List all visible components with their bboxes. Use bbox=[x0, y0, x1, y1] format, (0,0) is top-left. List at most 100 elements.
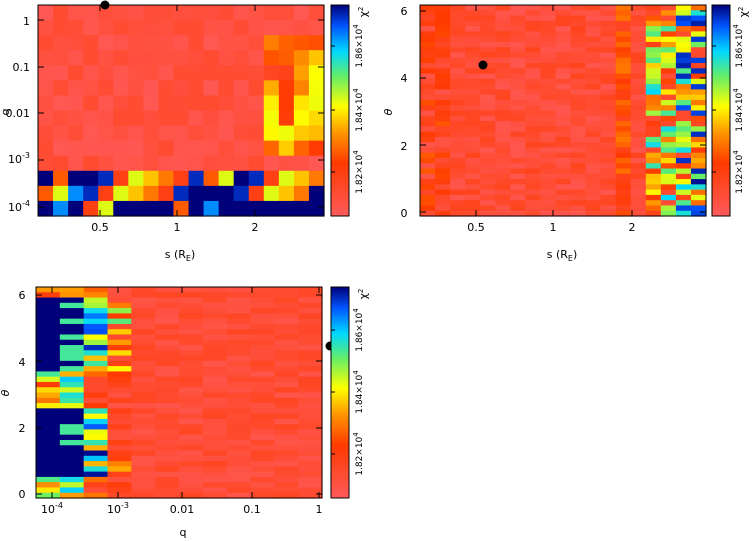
p2-heatmap-cell bbox=[465, 121, 481, 127]
p3-heatmap-cell bbox=[107, 424, 132, 431]
p3-heatmap-cell bbox=[274, 408, 299, 415]
p2-heatmap-cell bbox=[495, 31, 511, 38]
p2-heatmap-cell bbox=[690, 41, 707, 48]
p1-heatmap-cell bbox=[113, 50, 129, 66]
p1-heatmap-cell bbox=[233, 170, 250, 187]
p3-heatmap-cell bbox=[155, 318, 180, 325]
p2-heatmap-cell bbox=[495, 168, 511, 175]
p1-heatmap-cell bbox=[188, 65, 205, 81]
p3-heatmap-cell bbox=[202, 371, 228, 378]
p2-heatmap-cell bbox=[540, 41, 557, 48]
p1-colorbar-label: χ2 bbox=[357, 7, 370, 18]
p2-heatmap-cell bbox=[465, 115, 481, 122]
p2-heatmap-cell bbox=[540, 84, 557, 91]
p3-heatmap-cell bbox=[202, 397, 228, 404]
p2-heatmap-cell bbox=[555, 136, 572, 143]
p2-heatmap-cell bbox=[495, 41, 511, 48]
p2-heatmap-cell bbox=[495, 110, 511, 117]
p2-heatmap-cell bbox=[555, 68, 572, 75]
p1-y-tick-label: 10-3 bbox=[8, 151, 30, 166]
p2-heatmap-cell bbox=[690, 131, 707, 138]
p3-heatmap-cell bbox=[226, 339, 252, 346]
p3-heatmap-cell bbox=[202, 297, 228, 304]
p3-heatmap-cell bbox=[298, 466, 323, 473]
p2-heatmap-cell bbox=[495, 184, 511, 191]
p3-heatmap-cell bbox=[250, 371, 275, 378]
p3-heatmap-cell bbox=[107, 445, 132, 452]
p3-heatmap-cell bbox=[131, 461, 156, 467]
p3-heatmap-cell bbox=[83, 392, 109, 399]
p3-heatmap-cell bbox=[155, 482, 180, 489]
p2-heatmap-cell bbox=[465, 194, 481, 201]
p3-heatmap-cell bbox=[274, 371, 299, 378]
p3-x-axis-label: q bbox=[180, 526, 187, 539]
p1-heatmap-cell bbox=[68, 200, 84, 217]
p3-heatmap-cell bbox=[298, 308, 323, 314]
p1-heatmap-cell bbox=[263, 185, 280, 202]
p3-heatmap-cell bbox=[226, 397, 252, 404]
p2-heatmap-cell bbox=[600, 84, 617, 91]
p3-heatmap-cell bbox=[298, 439, 323, 446]
p2-heatmap-cell bbox=[480, 5, 496, 11]
p2-heatmap-cell bbox=[675, 41, 692, 48]
p1-heatmap-cell bbox=[173, 5, 190, 21]
p3-heatmap-cell bbox=[83, 455, 109, 462]
p2-heatmap-cell bbox=[480, 110, 496, 117]
p3-heatmap-cell bbox=[59, 366, 85, 373]
p2-heatmap-cell bbox=[675, 189, 692, 196]
p2-heatmap-cell bbox=[585, 68, 602, 75]
p3-heatmap-cell bbox=[202, 334, 228, 341]
p3-heatmap-cell bbox=[36, 482, 61, 489]
p2-heatmap-cell bbox=[555, 41, 572, 48]
p1-heatmap-cell bbox=[188, 140, 205, 157]
p2-heatmap-cell bbox=[495, 84, 511, 91]
p1-heatmap-cell bbox=[38, 155, 54, 172]
p3-heatmap-cell bbox=[131, 392, 156, 399]
p3-heatmap-cell bbox=[36, 476, 61, 483]
p2-heatmap-cell bbox=[555, 105, 572, 112]
p1-heatmap-cell bbox=[188, 155, 205, 172]
p2-heatmap-cell bbox=[570, 200, 587, 207]
p2-y-tick-label: 2 bbox=[401, 140, 408, 153]
p2-heatmap-cell bbox=[585, 99, 602, 106]
p2-heatmap-cell bbox=[435, 205, 451, 212]
p2-heatmap-cell bbox=[510, 173, 526, 180]
p2-heatmap-cell bbox=[435, 78, 451, 85]
p1-heatmap-cell bbox=[263, 140, 280, 157]
p3-y-tick-label: 6 bbox=[19, 289, 26, 302]
p3-heatmap-cell bbox=[226, 287, 252, 293]
p2-heatmap-cell bbox=[570, 5, 587, 11]
p1-heatmap-cell bbox=[188, 20, 205, 36]
p1-y-tick-label: 0.1 bbox=[13, 61, 31, 74]
p2-heatmap-cell bbox=[540, 10, 557, 17]
p1-heatmap-cell bbox=[68, 155, 84, 172]
p3-heatmap-cell bbox=[298, 329, 323, 336]
p2-heatmap-cell bbox=[675, 20, 692, 27]
p3-heatmap-cell bbox=[83, 434, 109, 441]
p3-heatmap-cell bbox=[250, 329, 275, 336]
p2-heatmap-cell bbox=[660, 105, 677, 112]
p3-heatmap-cell bbox=[59, 461, 85, 467]
p3-heatmap-cell bbox=[298, 292, 323, 299]
p2-heatmap-cell bbox=[585, 15, 602, 22]
p1-heatmap-cell bbox=[143, 155, 160, 172]
p1-heatmap-cell bbox=[53, 20, 69, 36]
p2-heatmap-cell bbox=[675, 179, 692, 185]
p3-heatmap-cell bbox=[179, 350, 204, 357]
p1-heatmap-cell bbox=[68, 35, 84, 51]
p2-heatmap-cell bbox=[420, 168, 436, 175]
p1-heatmap-cell bbox=[233, 65, 250, 81]
p1-heatmap-cells bbox=[38, 5, 325, 217]
p3-heatmap-cell bbox=[298, 302, 323, 309]
p2-heatmap-cell bbox=[450, 10, 466, 17]
p1-heatmap-cell bbox=[113, 20, 129, 36]
p1-heatmap-cell bbox=[293, 140, 310, 157]
p2-heatmap-cell bbox=[600, 105, 617, 112]
p2-heatmap-cell bbox=[435, 99, 451, 106]
p2-heatmap-cell bbox=[480, 179, 496, 185]
p2-heatmap-cell bbox=[615, 110, 632, 117]
p2-heatmap-cell bbox=[555, 26, 572, 32]
p1-heatmap-cell bbox=[38, 5, 54, 21]
p2-heatmap-cell bbox=[585, 5, 602, 11]
p3-heatmap-cell bbox=[36, 408, 61, 415]
